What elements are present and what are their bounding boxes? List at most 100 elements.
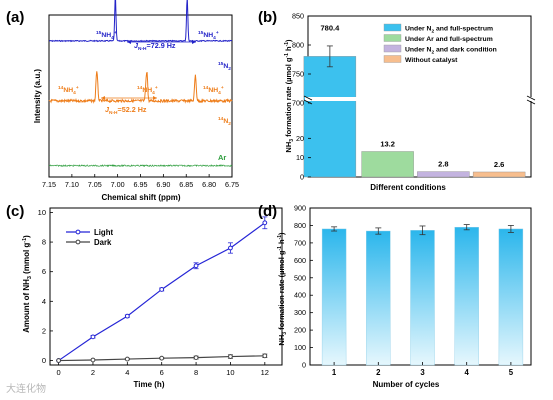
y-axis-label-a: Intensity (a.u.): [33, 69, 42, 124]
arrow-head-right-14n: [153, 96, 157, 100]
y-tick-label-b: 20: [296, 134, 304, 143]
data-point-light: [124, 313, 130, 319]
panel-b-bar-chart: 780.4 13.2 2.8 2.6 0 10 20 700 750 800 850 Under N…: [284, 12, 536, 192]
axis-break-gap: [305, 97, 534, 101]
x-tick-label-c: 4: [125, 368, 129, 377]
y-tick-label-d: 800: [294, 221, 306, 230]
data-point-dark: [56, 358, 61, 363]
x-tick-label-c: 6: [160, 368, 164, 377]
watermark: 大连化物: [6, 384, 46, 395]
plot-frame-a: [48, 14, 233, 178]
legend-marker-light: [75, 229, 81, 235]
data-point-dark: [124, 356, 130, 362]
annotation-14nh4-left: 14NH4+: [58, 85, 79, 96]
annotation-15nh4-right: 15NH4+: [198, 30, 219, 41]
x-tick-label-a: 7.15: [42, 180, 56, 189]
y-tick-label-b: 10: [296, 153, 304, 162]
peak-annotations: 15NH4+ 15NH4+ JN-H=72.9 Hz 14NH4+ 14NH4+…: [58, 30, 231, 162]
panel-label-a: (a): [6, 9, 24, 26]
axis-break-mark-right-1: [526, 95, 536, 101]
spectrum-line-ar: [48, 164, 233, 168]
data-label-1: 780.4: [320, 23, 340, 32]
x-tick-label-c: 12: [261, 368, 269, 377]
x-tick-label-d: 4: [465, 368, 470, 377]
x-tick-label-d: 5: [509, 368, 514, 377]
bar-cycle-4: [454, 226, 479, 366]
legend-label-1: Under N2 and full-spectrum: [405, 26, 493, 35]
x-tick-label-a: 7.05: [88, 180, 102, 189]
x-tick-label-a: 6.95: [134, 180, 148, 189]
bar-1: [303, 56, 357, 178]
legend-swatch-2: [383, 34, 402, 42]
bar-cycle-5: [498, 228, 524, 366]
bar-cycle-3: [410, 230, 435, 366]
data-point-light: [90, 334, 96, 340]
bar-cycle-2: [366, 230, 391, 366]
x-tick-label-c: 2: [91, 368, 95, 377]
data-point-light: [159, 287, 165, 292]
y-tick-label-b: 850: [292, 12, 304, 21]
y-tick-label-d: 600: [294, 256, 306, 265]
legend-label-dark: Dark: [94, 238, 112, 247]
x-tick-label-d: 2: [376, 368, 381, 377]
y-tick-label-c: 0: [42, 356, 46, 365]
axis-break-mark-right-2: [526, 99, 536, 105]
annotation-14nh4-middle: 14NH4+: [137, 85, 158, 96]
x-axis-label-b: Different conditions: [370, 183, 446, 192]
arrow-head-left-15n: [127, 40, 131, 44]
x-tick-label-a: 6.75: [225, 180, 239, 189]
y-tick-label-d: 200: [294, 326, 306, 335]
coupling-label-14n: JN-H=52.2 Hz: [105, 105, 147, 116]
legend-label-light: Light: [94, 228, 113, 237]
data-point-dark: [262, 353, 268, 359]
x-ticks-a: 7.15 7.10 7.05 7.00 6.95 6.90 6.85 6.80 6.75: [42, 174, 239, 189]
y-tick-label-c: 10: [38, 208, 46, 217]
legend-label-4: Without catalyst: [405, 57, 458, 64]
data-point-light: [193, 263, 199, 269]
x-axis-label-c: Time (h): [134, 380, 165, 389]
x-tick-label-a: 6.80: [202, 180, 216, 189]
spectrum-line-15n2: [48, 0, 233, 43]
y-tick-label-b: 800: [292, 41, 304, 50]
spectra: [48, 0, 233, 168]
legend-swatch-3: [383, 44, 402, 53]
legend-label-3: Under N2 and dark condition: [405, 47, 497, 56]
y-axis-label-c: Amount of NH3 (mmol g-1): [22, 235, 33, 333]
annotation-15nh4-left: 15NH4+: [96, 30, 117, 41]
x-axis-label-d: Number of cycles: [373, 380, 440, 389]
y-tick-label-d: 900: [294, 204, 306, 213]
data-point-dark: [159, 355, 165, 361]
y-tick-label-b: 750: [292, 70, 304, 79]
data-label-3: 2.8: [438, 160, 448, 169]
data-point-dark: [193, 355, 199, 360]
x-tick-label-c: 10: [226, 368, 234, 377]
data-point-dark: [90, 357, 96, 363]
panel-a-nmr: 7.15 7.10 7.05 7.00 6.95 6.90 6.85 6.80 6.75 15N…: [33, 0, 239, 202]
bar-3: [417, 171, 470, 178]
panel-label-b: (b): [258, 9, 277, 26]
bar-cycle-1: [321, 228, 347, 366]
y-tick-label-b: 0: [300, 173, 304, 182]
x-tick-label-a: 7.00: [111, 180, 125, 189]
data-label-2: 13.2: [380, 139, 395, 148]
y-tick-label-c: 4: [42, 297, 46, 306]
plot-area-b: 780.4 13.2 2.8 2.6 0 10 20 700 750 800 850: [292, 12, 536, 182]
plot-frame-c: [49, 207, 283, 366]
y-tick-label-c: 2: [42, 326, 46, 335]
y-axis-label-b: NH3 formation rate (µmol g-1 h-1): [284, 39, 295, 153]
y-tick-label-d: 700: [294, 238, 306, 247]
panel-label-d: (d): [258, 203, 277, 220]
arrow-head-right-15n: [192, 40, 196, 44]
x-tick-label-a: 7.10: [65, 180, 79, 189]
plot-area-d: 0 100 200 300 400 500 600 700 800 900 1 2 3 4 5: [294, 204, 532, 377]
x-axis-label-a: Chemical shift (ppm): [101, 193, 180, 202]
x-tick-label-c: 8: [194, 368, 198, 377]
y-tick-label-d: 400: [294, 291, 306, 300]
series-label-14n2: 14N2: [218, 116, 231, 127]
data-point-dark: [228, 354, 233, 359]
y-tick-label-b: 700: [292, 99, 304, 108]
